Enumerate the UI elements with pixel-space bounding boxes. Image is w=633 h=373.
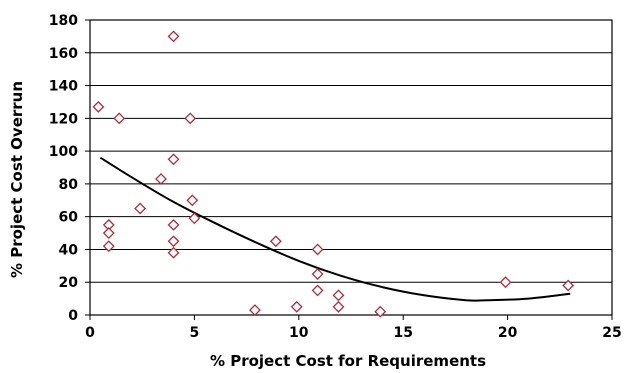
x-tick-label: 10 xyxy=(289,325,309,341)
data-point xyxy=(332,289,345,302)
x-tick-label: 0 xyxy=(85,325,95,341)
data-point xyxy=(269,235,282,248)
x-tick-label: 15 xyxy=(393,325,412,341)
plot-area-frame xyxy=(89,19,613,316)
data-point xyxy=(102,227,115,239)
data-point xyxy=(184,112,197,125)
data-point xyxy=(249,304,261,317)
data-point xyxy=(332,300,345,313)
data-point xyxy=(167,246,180,259)
x-tick-label: 5 xyxy=(190,325,200,341)
y-axis-ticks: 0 20 40 60 80 100 120 140 160 180 xyxy=(49,13,90,324)
y-tick-label: 60 xyxy=(59,210,79,226)
x-axis-ticks: 0 5 10 15 20 25 xyxy=(85,315,622,341)
x-tick-label: 20 xyxy=(498,325,518,341)
gridlines xyxy=(90,52,612,283)
y-tick-label: 20 xyxy=(59,275,79,291)
data-point xyxy=(167,235,180,248)
data-point xyxy=(186,194,199,207)
data-point xyxy=(311,268,324,280)
data-point xyxy=(167,153,180,166)
x-axis-title: % Project Cost for Requirements xyxy=(210,352,486,370)
data-point xyxy=(102,240,115,253)
y-tick-label: 80 xyxy=(59,177,79,193)
y-tick-label: 100 xyxy=(49,144,78,160)
data-point xyxy=(311,243,324,256)
data-point xyxy=(155,173,167,185)
y-tick-label: 160 xyxy=(49,46,78,62)
y-tick-label: 120 xyxy=(49,111,78,127)
y-tick-label: 180 xyxy=(49,13,78,29)
data-point xyxy=(113,112,126,125)
data-point xyxy=(374,305,387,318)
y-tick-label: 40 xyxy=(59,242,79,258)
data-point xyxy=(92,100,105,113)
data-point xyxy=(188,212,201,225)
data-point xyxy=(290,300,303,313)
y-tick-label: 0 xyxy=(68,308,78,324)
data-point xyxy=(499,276,512,289)
data-point xyxy=(311,284,324,297)
data-point xyxy=(134,202,147,215)
data-point xyxy=(167,30,180,43)
y-axis-title: % Project Cost Overrun xyxy=(8,81,26,278)
data-points xyxy=(92,30,575,318)
data-point xyxy=(167,218,180,231)
trendline xyxy=(99,156,571,302)
x-tick-label: 25 xyxy=(602,325,621,341)
y-tick-label: 140 xyxy=(49,79,78,95)
data-point xyxy=(562,279,575,292)
